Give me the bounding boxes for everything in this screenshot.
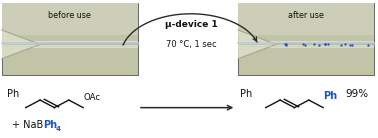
Text: Ph: Ph bbox=[323, 91, 337, 101]
Text: 4: 4 bbox=[56, 126, 61, 132]
Text: Ph: Ph bbox=[7, 89, 19, 99]
Text: after use: after use bbox=[288, 11, 324, 20]
Text: + NaB: + NaB bbox=[12, 120, 43, 130]
FancyBboxPatch shape bbox=[238, 3, 374, 75]
Polygon shape bbox=[238, 30, 276, 59]
FancyBboxPatch shape bbox=[2, 41, 138, 48]
Text: 99%: 99% bbox=[345, 89, 369, 99]
FancyBboxPatch shape bbox=[238, 3, 374, 35]
Text: before use: before use bbox=[48, 11, 91, 20]
Text: Ph: Ph bbox=[240, 89, 252, 99]
Text: 70 °C, 1 sec: 70 °C, 1 sec bbox=[166, 40, 216, 49]
FancyBboxPatch shape bbox=[2, 3, 138, 75]
Polygon shape bbox=[2, 30, 40, 59]
FancyBboxPatch shape bbox=[2, 3, 138, 35]
Text: μ-device 1: μ-device 1 bbox=[164, 20, 217, 29]
FancyBboxPatch shape bbox=[238, 41, 374, 48]
Text: Ph: Ph bbox=[43, 120, 57, 130]
Text: OAc: OAc bbox=[83, 93, 100, 102]
